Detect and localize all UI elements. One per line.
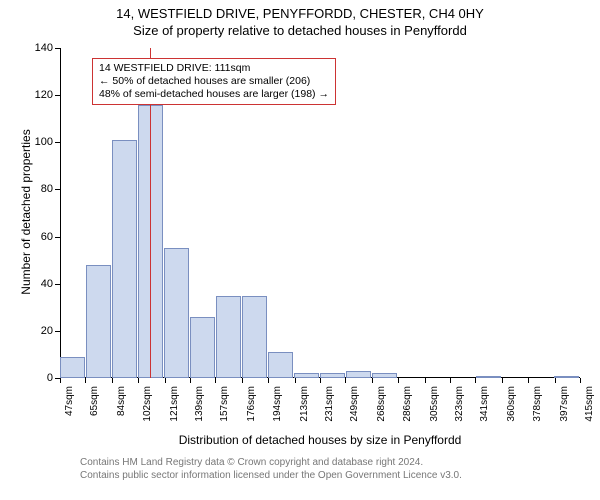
footer-attribution: Contains HM Land Registry data © Crown c… xyxy=(80,456,462,482)
xtick-label: 249sqm xyxy=(349,386,360,422)
xtick-mark xyxy=(242,378,243,383)
footer-line-1: Contains HM Land Registry data © Crown c… xyxy=(80,456,462,469)
xtick-mark xyxy=(475,378,476,383)
xtick-label: 213sqm xyxy=(299,386,310,422)
xtick-label: 360sqm xyxy=(506,386,517,422)
xtick-mark xyxy=(60,378,61,383)
xtick-mark xyxy=(502,378,503,383)
xtick-mark xyxy=(372,378,373,383)
xtick-mark xyxy=(215,378,216,383)
ytick-mark xyxy=(55,48,60,49)
xtick-mark xyxy=(398,378,399,383)
page-title: 14, WESTFIELD DRIVE, PENYFFORDD, CHESTER… xyxy=(0,0,600,21)
ytick-mark xyxy=(55,142,60,143)
xtick-label: 286sqm xyxy=(402,386,413,422)
histogram-bar xyxy=(164,248,189,378)
xtick-mark xyxy=(555,378,556,383)
xtick-mark xyxy=(268,378,269,383)
xtick-label: 47sqm xyxy=(64,386,75,416)
xtick-label: 341sqm xyxy=(479,386,490,422)
xtick-label: 305sqm xyxy=(429,386,440,422)
xtick-label: 176sqm xyxy=(246,386,257,422)
histogram-bar xyxy=(346,371,371,378)
ytick-mark xyxy=(55,189,60,190)
xtick-label: 157sqm xyxy=(219,386,230,422)
histogram-bar xyxy=(294,373,319,378)
footer-line-2: Contains public sector information licen… xyxy=(80,469,462,482)
x-axis-label: Distribution of detached houses by size … xyxy=(60,433,580,447)
xtick-label: 194sqm xyxy=(272,386,283,422)
histogram-bar xyxy=(86,265,111,378)
xtick-mark xyxy=(320,378,321,383)
xtick-label: 268sqm xyxy=(376,386,387,422)
xtick-mark xyxy=(165,378,166,383)
ytick-mark xyxy=(55,237,60,238)
xtick-label: 323sqm xyxy=(454,386,465,422)
xtick-label: 231sqm xyxy=(324,386,335,422)
xtick-mark xyxy=(528,378,529,383)
page-subtitle: Size of property relative to detached ho… xyxy=(0,21,600,38)
ytick-label: 40 xyxy=(25,278,53,290)
histogram-bar xyxy=(268,352,293,378)
histogram-bar xyxy=(60,357,85,378)
ytick-label: 120 xyxy=(25,89,53,101)
xtick-mark xyxy=(138,378,139,383)
xtick-label: 102sqm xyxy=(142,386,153,422)
xtick-label: 84sqm xyxy=(116,386,127,416)
annotation-line-3: 48% of semi-detached houses are larger (… xyxy=(99,88,329,101)
xtick-mark xyxy=(450,378,451,383)
ytick-label: 20 xyxy=(25,325,53,337)
ytick-label: 60 xyxy=(25,231,53,243)
ytick-label: 100 xyxy=(25,136,53,148)
histogram-bar xyxy=(320,373,345,378)
annotation-line-1: 14 WESTFIELD DRIVE: 111sqm xyxy=(99,62,329,75)
histogram-bar xyxy=(190,317,215,378)
xtick-mark xyxy=(580,378,581,383)
histogram-bar xyxy=(112,140,137,378)
histogram-bar xyxy=(372,373,397,378)
xtick-label: 378sqm xyxy=(532,386,543,422)
y-axis-line xyxy=(60,48,61,378)
histogram-bar xyxy=(242,296,267,379)
annotation-box: 14 WESTFIELD DRIVE: 111sqm ← 50% of deta… xyxy=(92,58,336,105)
xtick-label: 121sqm xyxy=(169,386,180,422)
ytick-mark xyxy=(55,284,60,285)
ytick-label: 140 xyxy=(25,42,53,54)
histogram-bar xyxy=(476,376,501,378)
xtick-mark xyxy=(85,378,86,383)
xtick-mark xyxy=(295,378,296,383)
histogram-bar xyxy=(554,376,579,378)
histogram-bar xyxy=(216,296,241,379)
xtick-mark xyxy=(345,378,346,383)
annotation-line-2: ← 50% of detached houses are smaller (20… xyxy=(99,75,329,88)
xtick-label: 415sqm xyxy=(584,386,595,422)
xtick-mark xyxy=(425,378,426,383)
xtick-mark xyxy=(112,378,113,383)
xtick-mark xyxy=(190,378,191,383)
xtick-label: 65sqm xyxy=(89,386,100,416)
ytick-label: 0 xyxy=(25,372,53,384)
xtick-label: 139sqm xyxy=(194,386,205,422)
ytick-mark xyxy=(55,95,60,96)
ytick-label: 80 xyxy=(25,183,53,195)
ytick-mark xyxy=(55,331,60,332)
xtick-label: 397sqm xyxy=(559,386,570,422)
